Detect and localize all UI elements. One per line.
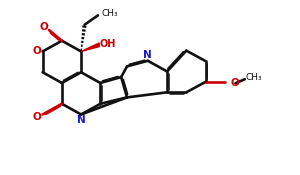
Text: CH₃: CH₃ — [102, 9, 118, 18]
Text: O: O — [32, 112, 41, 122]
Text: O: O — [230, 78, 239, 88]
Text: CH₃: CH₃ — [245, 73, 262, 82]
Text: O: O — [32, 46, 41, 57]
Text: OH: OH — [99, 39, 116, 49]
Text: N: N — [77, 115, 85, 125]
Text: O: O — [40, 22, 49, 32]
Text: N: N — [143, 50, 152, 60]
Polygon shape — [81, 43, 99, 51]
